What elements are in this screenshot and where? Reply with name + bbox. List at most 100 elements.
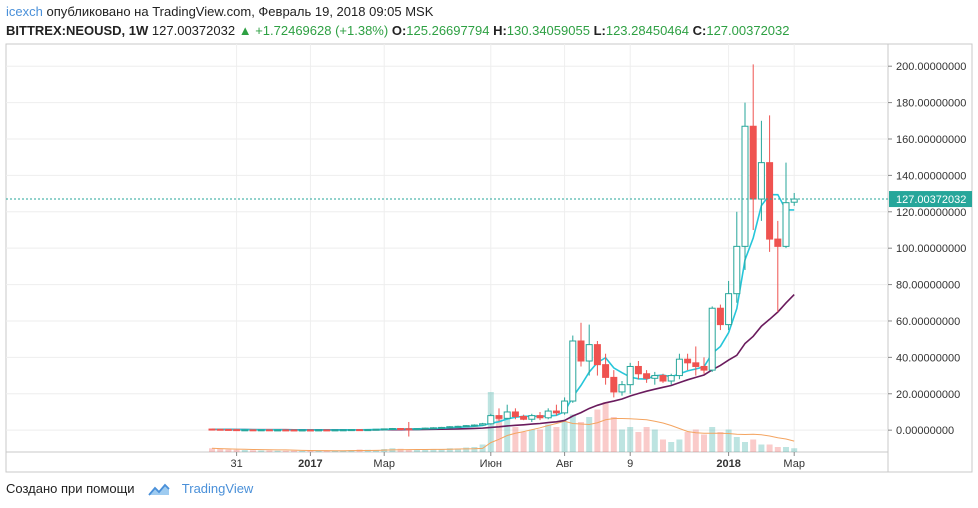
candle-body	[372, 428, 380, 431]
last-price-marker: 127.00372032	[6, 191, 972, 208]
candle-body	[290, 429, 298, 432]
symbol-label: BITTREX:NEOUSD, 1W	[6, 23, 149, 38]
price-change: +1.72469628 (+1.38%)	[255, 23, 389, 38]
volume-bar	[643, 427, 650, 452]
volume-bar	[750, 439, 757, 452]
candle-body	[315, 429, 323, 432]
volume-bar	[291, 450, 297, 452]
candle-body	[602, 364, 610, 378]
volume-bar	[512, 427, 519, 452]
candle-body	[766, 162, 774, 240]
candle-body	[487, 415, 495, 425]
candle-body	[618, 384, 626, 393]
volume-bar	[209, 448, 215, 452]
volume-bar	[651, 429, 658, 452]
candle-body	[241, 429, 249, 432]
volume-bar	[405, 449, 412, 452]
volume-bar	[373, 450, 379, 452]
volume-bar	[233, 449, 240, 452]
candlestick-chart[interactable]: 200.00000000 180.00000000 160.00000000 140.…	[0, 0, 978, 478]
created-with-text: Создано при помощи	[6, 481, 135, 496]
candle-body	[454, 425, 462, 428]
candle-body	[675, 358, 683, 377]
candle-body	[741, 125, 749, 247]
volume-bar	[717, 432, 724, 452]
volume-bar	[323, 450, 330, 452]
price-tick-label: 160.00000000	[896, 134, 966, 146]
candle-body	[249, 429, 257, 432]
last-price: 127.00372032	[151, 23, 236, 38]
candle-body	[323, 429, 331, 432]
volume-bar	[553, 427, 560, 452]
volume-bar	[463, 447, 470, 452]
tradingview-link[interactable]: TradingView	[181, 481, 254, 496]
high-label: H:	[493, 23, 507, 38]
volume-bar	[414, 450, 420, 452]
candle-body	[388, 428, 396, 431]
candle-body	[782, 202, 790, 247]
volume-bar	[733, 437, 740, 452]
price-tick-label: 100.00000000	[896, 243, 966, 255]
candle-body	[667, 375, 675, 382]
symbol-line: BITTREX:NEOUSD, 1W 127.00372032 ▲ +1.724…	[6, 21, 974, 40]
candle-body	[380, 428, 388, 431]
candle-body	[495, 415, 503, 419]
last-price-tag	[889, 191, 972, 208]
candle-body	[593, 344, 601, 366]
candle-body	[651, 375, 659, 379]
published-text: опубликовано на TradingView.com, Февраль…	[46, 4, 434, 19]
candle-body	[216, 428, 224, 431]
candle-body	[708, 307, 716, 371]
time-tick-label: Июн	[480, 458, 502, 470]
candle-body	[446, 426, 454, 429]
volume-bar	[709, 427, 716, 452]
volume-bar	[250, 450, 256, 452]
volume-bar	[455, 448, 461, 452]
low-value: 123.28450464	[605, 23, 689, 38]
footer: Создано при помощи TradingView	[6, 478, 253, 500]
volume-bar	[528, 429, 535, 452]
volume-bar	[258, 450, 265, 452]
price-tick-label: 140.00000000	[896, 170, 966, 182]
candle-body	[561, 400, 569, 414]
volume-bar	[307, 451, 314, 452]
candle-body	[716, 307, 724, 326]
open-value: 125.26697794	[406, 23, 490, 38]
chart-header: icexch опубликовано на TradingView.com, …	[6, 2, 974, 40]
price-tick-label: 120.00000000	[896, 207, 966, 219]
candle-body	[544, 410, 552, 419]
candle-body	[397, 428, 405, 431]
moving-average-lines	[211, 193, 795, 431]
price-tick-label: 0.00000000	[896, 425, 954, 437]
price-tick-label: 80.00000000	[896, 280, 960, 292]
candle-body	[725, 293, 733, 326]
open-label: O:	[391, 23, 407, 38]
time-tick-label: 2018	[716, 458, 740, 470]
volume-bar	[520, 432, 527, 452]
price-tick-label: 60.00000000	[896, 316, 960, 328]
candle-body	[569, 340, 577, 402]
change-arrow-icon: ▲	[238, 23, 252, 38]
volume-bar	[758, 444, 765, 452]
high-value: 130.34059055	[506, 23, 590, 38]
candle-body	[479, 423, 487, 426]
candle-body	[749, 125, 757, 200]
price-tick-label: 20.00000000	[896, 389, 960, 401]
candle-body	[413, 428, 421, 431]
volume-bar	[660, 439, 666, 452]
candle-body	[700, 365, 708, 371]
chart-frame	[5, 43, 973, 473]
close-label: C:	[692, 23, 707, 38]
candle-body	[421, 427, 429, 430]
volume-bar	[496, 417, 502, 452]
volume-bars	[209, 392, 798, 452]
time-tick-label: Мар	[783, 458, 805, 470]
author-link[interactable]: icexch	[6, 4, 43, 19]
publish-line: icexch опубликовано на TradingView.com, …	[6, 2, 974, 21]
candle-body	[224, 428, 232, 431]
price-tick-label: 40.00000000	[896, 352, 960, 364]
volume-bar	[742, 442, 748, 452]
low-label: L:	[593, 23, 606, 38]
volume-bar	[446, 448, 453, 452]
volume-bar	[422, 449, 429, 452]
